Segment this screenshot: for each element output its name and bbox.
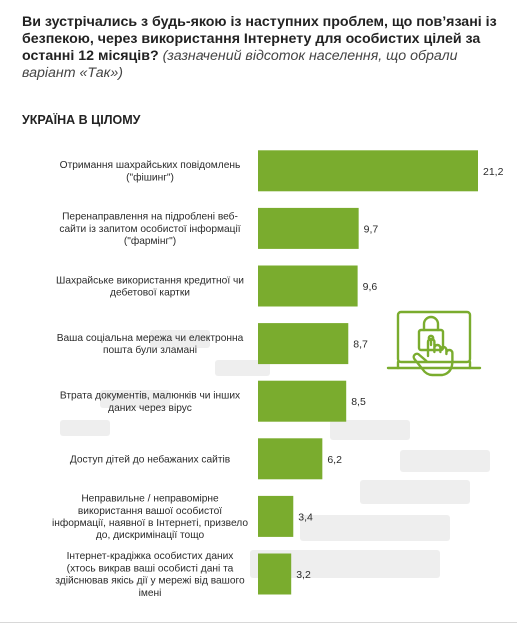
category-label: Втрата документів, малюнків чи інших дани…: [60, 391, 240, 414]
bar: [258, 323, 349, 365]
value-label: 3,2: [296, 569, 311, 581]
category-label: Ваша соціальна мережа чи електронна пошта…: [57, 333, 244, 356]
value-label: 9,7: [364, 223, 379, 235]
question-text: Ви зустрічались з будь-якою із наступних…: [22, 14, 497, 64]
bar: [258, 265, 358, 307]
category-labels-group: Отримання шахрайських повідомлень ("фішин…: [52, 160, 248, 599]
footer-divider: [0, 622, 517, 623]
bar: [258, 150, 478, 192]
category-label: Доступ дітей до небажаних сайтів: [70, 453, 230, 465]
category-label: Отримання шахрайських повідомлень ("фішин…: [60, 160, 241, 183]
category-label: Неправильне / неправомірне використання в…: [52, 494, 248, 542]
value-label: 3,4: [298, 511, 313, 523]
bar: [258, 438, 323, 480]
value-labels-group: 21,2 9,7 9,6 8,7 8,5 6,2 3,4 3,2: [296, 166, 503, 581]
value-label: 6,2: [327, 454, 342, 466]
bar: [258, 380, 347, 422]
bar: [258, 495, 294, 537]
laptop-lock-hand-icon: [386, 310, 482, 377]
chart-title: Ви зустрічались з будь-якою із наступних…: [22, 14, 502, 82]
keyboard-decor-icon: [60, 330, 490, 578]
bar: [258, 207, 359, 249]
category-label: Інтернет-крадіжка особистих даних (хтось …: [55, 550, 245, 599]
bar: [258, 553, 292, 595]
value-label: 21,2: [483, 166, 504, 178]
question-note: (зазначений відсоток населення, що обрал…: [22, 48, 458, 81]
value-label: 8,7: [353, 339, 368, 351]
category-label: Перенаправлення на підроблені веб-сайти …: [59, 211, 240, 247]
bars-group: [258, 150, 478, 595]
value-label: 8,5: [351, 396, 366, 408]
value-label: 9,6: [363, 281, 378, 293]
category-label: Шахрайське використання кредитної чи дебе…: [56, 275, 244, 298]
section-title: УКРАЇНА В ЦІЛОМУ: [22, 113, 141, 127]
